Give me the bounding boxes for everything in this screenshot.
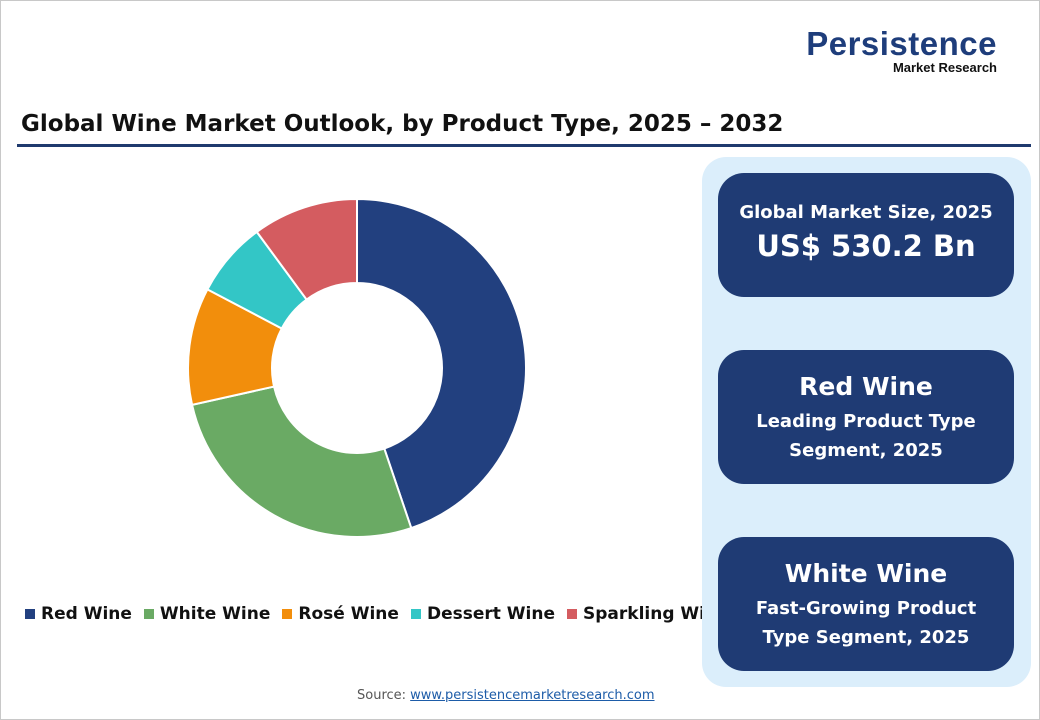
slice-sparkling-wine: [255, 197, 358, 301]
legend: Red Wine White Wine Rosé Wine Dessert Wine S…: [25, 604, 729, 624]
slice-red-wine: [356, 197, 527, 530]
legend-item: Red Wine: [25, 604, 132, 624]
card-label: Leading Product Type Segment, 2025: [756, 411, 976, 461]
chart-title: Global Wine Market Outlook, by Product T…: [21, 111, 784, 137]
fastest-segment-card: White Wine Fast-Growing Product Type Segm…: [718, 537, 1014, 671]
legend-label: Red Wine: [41, 604, 132, 624]
legend-label: Rosé Wine: [298, 604, 399, 624]
card-value: Red Wine: [799, 372, 933, 401]
legend-label: White Wine: [159, 604, 271, 624]
legend-item: Dessert Wine: [410, 604, 556, 624]
logo-name: Persistence: [806, 25, 997, 62]
legend-swatch: [410, 609, 421, 619]
card-value: White Wine: [784, 559, 948, 588]
donut-chart: [187, 197, 527, 538]
source-note: Source: www.persistencemarketresearch.co…: [357, 688, 655, 703]
source-label: Source:: [357, 688, 407, 703]
legend-item: Sparkling Wine: [567, 604, 729, 624]
source-link[interactable]: www.persistencemarketresearch.com: [410, 688, 655, 703]
summary-panel: Global Market Size, 2025 US$ 530.2 Bn Re…: [702, 157, 1031, 687]
leading-segment-card: Red Wine Leading Product Type Segment, 20…: [718, 350, 1014, 484]
legend-label: Sparkling Wine: [583, 604, 729, 624]
legend-swatch: [25, 609, 35, 619]
card-value: US$ 530.2 Bn: [756, 229, 976, 263]
legend-label: Dessert Wine: [426, 604, 556, 624]
card-label: Global Market Size, 2025: [739, 202, 993, 223]
slice-white-wine: [190, 385, 413, 538]
card-label: Fast-Growing Product Type Segment, 2025: [755, 598, 977, 648]
legend-swatch: [282, 609, 293, 619]
legend-swatch: [143, 609, 154, 619]
logo-tagline: Market Research: [892, 60, 997, 75]
title-divider: [17, 144, 1031, 147]
legend-item: Rosé Wine: [282, 604, 399, 624]
legend-item: White Wine: [143, 604, 271, 624]
market-size-card: Global Market Size, 2025 US$ 530.2 Bn: [718, 173, 1014, 297]
logo: Persistence Market Research: [806, 25, 997, 75]
legend-swatch: [567, 609, 578, 619]
